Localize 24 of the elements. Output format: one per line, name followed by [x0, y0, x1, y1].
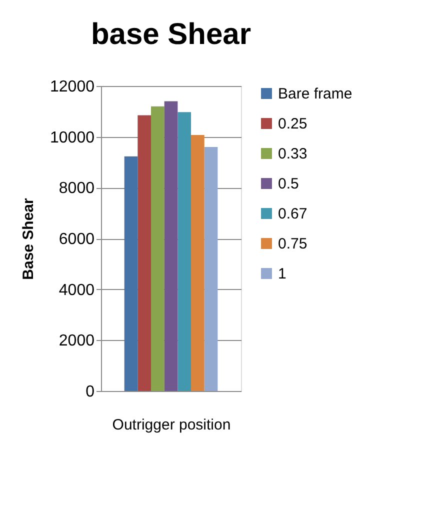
legend-label: 0.67	[278, 206, 308, 222]
legend-label: 0.75	[278, 236, 308, 252]
bar	[124, 156, 138, 391]
y-tick-label: 6000	[58, 231, 95, 248]
bar	[204, 147, 218, 391]
legend-label: Bare frame	[278, 86, 352, 102]
legend-label: 1	[278, 266, 286, 282]
legend-label: 0.33	[278, 146, 308, 162]
y-tick-label: 12000	[50, 78, 95, 96]
bar	[191, 135, 204, 391]
bar	[151, 106, 164, 391]
y-tick-label: 8000	[58, 180, 95, 198]
y-tick-label: 10000	[50, 129, 95, 146]
legend-label: 0.25	[278, 116, 308, 132]
y-tick-label: 4000	[58, 282, 95, 299]
y-axis-title: Base Shear	[20, 198, 38, 280]
x-axis-title: Outrigger position	[112, 416, 231, 434]
y-tick-label: 0	[86, 384, 95, 400]
y-tick-label: 2000	[58, 332, 95, 350]
bar	[138, 115, 151, 391]
bar	[164, 101, 178, 391]
chart-title: base Shear	[90, 18, 252, 51]
bar	[178, 112, 191, 391]
legend-label: 0.5	[278, 176, 299, 192]
